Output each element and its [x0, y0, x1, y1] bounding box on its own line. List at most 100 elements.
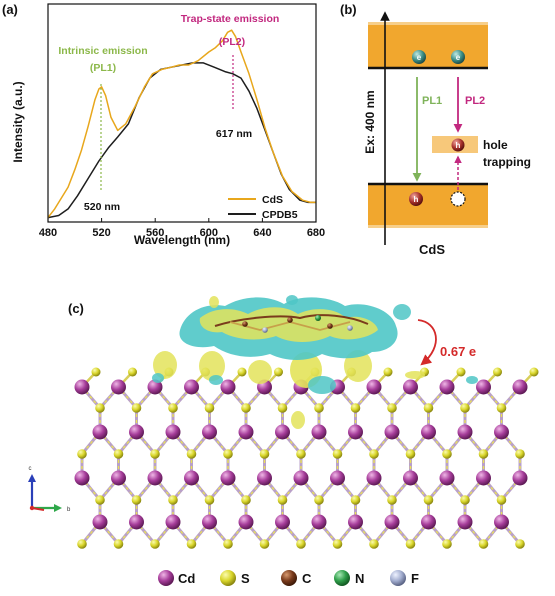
sulfur-atom [314, 495, 324, 505]
sulfur-atom [405, 539, 416, 549]
svg-text:e: e [456, 53, 461, 62]
sulfur-atom [460, 495, 470, 505]
cadmium-atom [74, 379, 90, 395]
sulfur-atom [332, 449, 343, 459]
sulfur-atom [150, 539, 160, 549]
panel-b-label: (b) [340, 2, 357, 17]
cadmium-atom [74, 470, 90, 486]
pl1-arrow-label: PL1 [422, 95, 442, 107]
trap-state-emission-label: Trap-state emission [181, 13, 280, 25]
x-tick-label: 600 [200, 227, 218, 239]
cadmium-atom [165, 514, 181, 530]
cadmium-atom [147, 470, 163, 486]
sulfur-atom [131, 403, 142, 413]
cadmium-atom [184, 379, 199, 395]
charge-transfer-arrow [417, 319, 437, 366]
chart-legend: CdS CPDB5 [228, 194, 298, 221]
sulfur-atom [259, 539, 270, 549]
crystal-axes-indicator: c b [28, 466, 71, 513]
sulfur-atom [95, 495, 105, 505]
sulfur-atom [529, 367, 539, 377]
cadmium-atom [403, 379, 418, 395]
legend-label-cds: CdS [262, 194, 283, 206]
sulfur-atom [515, 449, 525, 459]
cds-slab-structure [74, 367, 539, 549]
cadmium-atom [348, 424, 363, 440]
pl1-label: (PL1) [90, 62, 116, 74]
sulfur-atom [237, 367, 247, 377]
cadmium-atom [348, 514, 363, 530]
s-atom-icon [220, 570, 236, 586]
sulfur-atom [168, 495, 178, 505]
pl2-label: (PL2) [219, 36, 245, 48]
material-label: CdS [419, 242, 445, 257]
legend-f: F [411, 571, 419, 586]
sulfur-atom [350, 403, 361, 413]
sulfur-atom [168, 403, 178, 413]
cadmium-atom [421, 514, 436, 530]
sulfur-atom [296, 539, 306, 549]
intrinsic-emission-label: Intrinsic emission [58, 45, 147, 57]
sulfur-atom [478, 539, 489, 549]
sulfur-atom [442, 449, 452, 459]
sulfur-atom [259, 449, 270, 459]
sulfur-atom [383, 367, 393, 377]
sulfur-atom [515, 539, 525, 549]
panel-b: (b) Ex: 400 nm e e PL1 PL2 h hole trappi… [340, 2, 531, 257]
sulfur-atom [405, 449, 416, 459]
charge-transfer-label: 0.67 e [440, 344, 476, 359]
sulfur-atom [387, 495, 397, 505]
cadmium-atom [494, 424, 509, 440]
cadmium-atom [220, 470, 236, 486]
sulfur-atom [186, 449, 197, 459]
cadmium-atom [184, 470, 199, 486]
sulfur-atom [314, 403, 324, 413]
cadmium-atom [238, 424, 254, 440]
x-tick-label: 560 [146, 227, 164, 239]
cadmium-atom [129, 514, 144, 530]
cadmium-atom [457, 514, 473, 530]
sulfur-atom [369, 539, 379, 549]
sulfur-atom [442, 539, 452, 549]
sulfur-atom [423, 403, 434, 413]
sulfur-atom [369, 449, 379, 459]
svg-text:h: h [414, 195, 419, 204]
sulfur-atom [223, 449, 233, 459]
cadmium-atom [257, 470, 272, 486]
x-tick-label: 640 [253, 227, 271, 239]
panel-a: (a) Intensity (a.u.) Wavelength (nm) 480… [2, 2, 325, 247]
sulfur-atom [204, 403, 215, 413]
cadmium-atom [366, 470, 382, 486]
cadmium-atom [476, 470, 491, 486]
legend-cd: Cd [178, 571, 195, 586]
x-axis-label: Wavelength (nm) [134, 233, 230, 247]
legend-c: C [302, 571, 312, 586]
sulfur-atom [456, 367, 466, 377]
cadmium-atom [384, 424, 400, 440]
sulfur-atom [150, 449, 160, 459]
hole-icon [451, 138, 465, 152]
cadmium-atom [457, 424, 473, 440]
sulfur-atom [423, 495, 434, 505]
y-axis-label: Intensity (a.u.) [11, 81, 25, 162]
pl2-arrow-label: PL2 [465, 95, 485, 107]
plot-frame [47, 3, 317, 223]
empty-hole-icon [450, 191, 466, 207]
cadmium-atom [439, 379, 455, 395]
sulfur-atom [77, 449, 87, 459]
peak-520-label: 520 nm [84, 201, 120, 213]
c-axis-label: c [29, 466, 32, 472]
x-tick-labels: 480 520 560 600 640 680 [39, 218, 325, 239]
cadmium-atom [512, 470, 528, 486]
sulfur-atom [496, 495, 507, 505]
sulfur-atom [186, 539, 197, 549]
sulfur-atom [460, 403, 470, 413]
x-tick-label: 520 [92, 227, 110, 239]
sulfur-atom [496, 403, 507, 413]
cadmium-atom [403, 470, 418, 486]
sulfur-atom [223, 539, 233, 549]
electron-icon [451, 50, 465, 64]
cadmium-atom [512, 379, 528, 395]
cadmium-atom [111, 379, 126, 395]
sulfur-atom [350, 495, 361, 505]
